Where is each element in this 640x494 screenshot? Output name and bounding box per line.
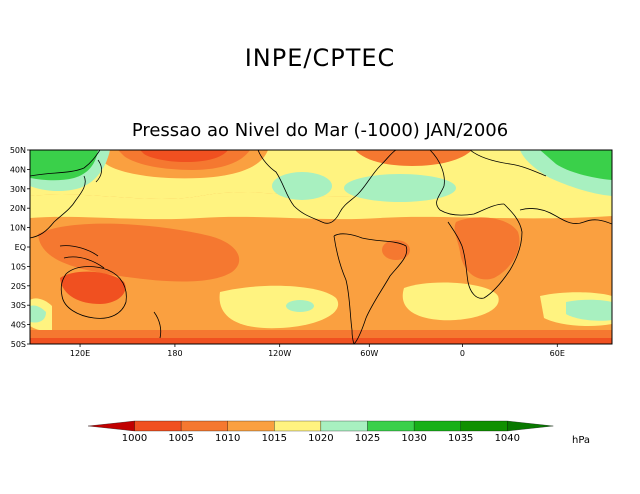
colorbar-level-label: 1025 (355, 433, 380, 444)
latitude-ticks (27, 149, 30, 345)
lat-label: 50S (11, 340, 26, 349)
maritime-continent-low (38, 223, 240, 282)
lat-label: 10S (11, 262, 26, 271)
lon-label: 120E (70, 349, 90, 358)
atlantic-high (344, 174, 456, 202)
pacific-high (272, 172, 332, 200)
south-atlantic-high (402, 282, 499, 321)
lat-label: 40S (11, 321, 26, 330)
lat-label: 30S (11, 301, 26, 310)
pressure-field (30, 150, 612, 344)
colorbar-segment (413, 420, 461, 432)
lat-label: 40N (10, 165, 26, 174)
coast-new-zealand (153, 311, 162, 339)
coast-north-america-west (257, 150, 323, 223)
african-low (454, 217, 520, 280)
south-pacific-high (219, 285, 339, 329)
colorbar-segment (227, 420, 275, 432)
longitude-axis: 120E 180 120W 60W 0 60E (70, 349, 565, 358)
lon-label: 60E (550, 349, 565, 358)
colorbar-level-label: 1030 (401, 433, 426, 444)
lon-label: 180 (167, 349, 182, 358)
coast-north-america-east (321, 150, 397, 224)
page-title: INPE/CPTEC (244, 44, 396, 72)
colorbar-level-label: 1035 (448, 433, 473, 444)
latitude-axis: 50N 40N 30N 20N 10N EQ 10S 20S 30S 40S 50S (10, 146, 26, 349)
field-1015-1020-north (30, 190, 612, 220)
coast-south-america-west (333, 235, 355, 344)
lat-label: 30N (10, 185, 26, 194)
colorbar-unit: hPa (572, 435, 590, 446)
colorbar-segment (507, 420, 554, 432)
lon-label: 120W (268, 349, 291, 358)
coast-australia (60, 266, 127, 319)
lon-label: 0 (460, 349, 465, 358)
southern-ocean-low-inner (30, 338, 612, 344)
colorbar-segment (134, 420, 182, 432)
colorbar-segment (367, 420, 415, 432)
coast-china (30, 175, 86, 239)
colorbar-segment (274, 420, 322, 432)
coast-indonesia (59, 245, 105, 269)
colorbar-level-label: 1010 (215, 433, 240, 444)
coast-south-america-east (333, 233, 408, 344)
coast-africa (447, 203, 523, 299)
lat-label: 10N (10, 224, 26, 233)
coast-europe-west-africa (429, 150, 505, 216)
colorbar-level-label: 1020 (308, 433, 333, 444)
colorbar-level-label: 1005 (168, 433, 193, 444)
south-indian-high-east-core (566, 299, 612, 321)
siberian-high-inner (540, 150, 612, 180)
lon-label: 60W (360, 349, 378, 358)
colorbar-segment (180, 420, 228, 432)
map-title: Pressao ao Nivel do Mar (-1000) JAN/2006 (131, 120, 509, 141)
asian-high-inner (30, 150, 98, 181)
south-pacific-high-core (286, 300, 314, 312)
colorbar-level-label: 1040 (495, 433, 520, 444)
colorbar-level-label: 1015 (262, 433, 287, 444)
coast-eurasia-north (469, 150, 547, 177)
coast-south-asia (519, 208, 612, 225)
lat-label: 20S (11, 282, 26, 291)
coast-japan (95, 159, 102, 183)
south-indian-high-core (30, 305, 46, 323)
aleutian-low-core (140, 150, 228, 162)
lat-label: EQ (15, 243, 26, 252)
colorbar-segment (320, 420, 368, 432)
coastlines (30, 150, 612, 344)
lat-label: 20N (10, 204, 26, 213)
colorbar-segment (87, 420, 135, 432)
longitude-ticks (79, 344, 558, 347)
colorbar-labels: 1000 1005 1010 1015 1020 1025 1030 1035 1040 (122, 433, 520, 444)
lat-label: 50N (10, 146, 26, 155)
colorbar-level-label: 1000 (122, 433, 147, 444)
colorbar-segment (460, 420, 508, 432)
coast-east-asia (30, 150, 101, 177)
australian-low (60, 271, 126, 304)
colorbar (87, 420, 554, 432)
